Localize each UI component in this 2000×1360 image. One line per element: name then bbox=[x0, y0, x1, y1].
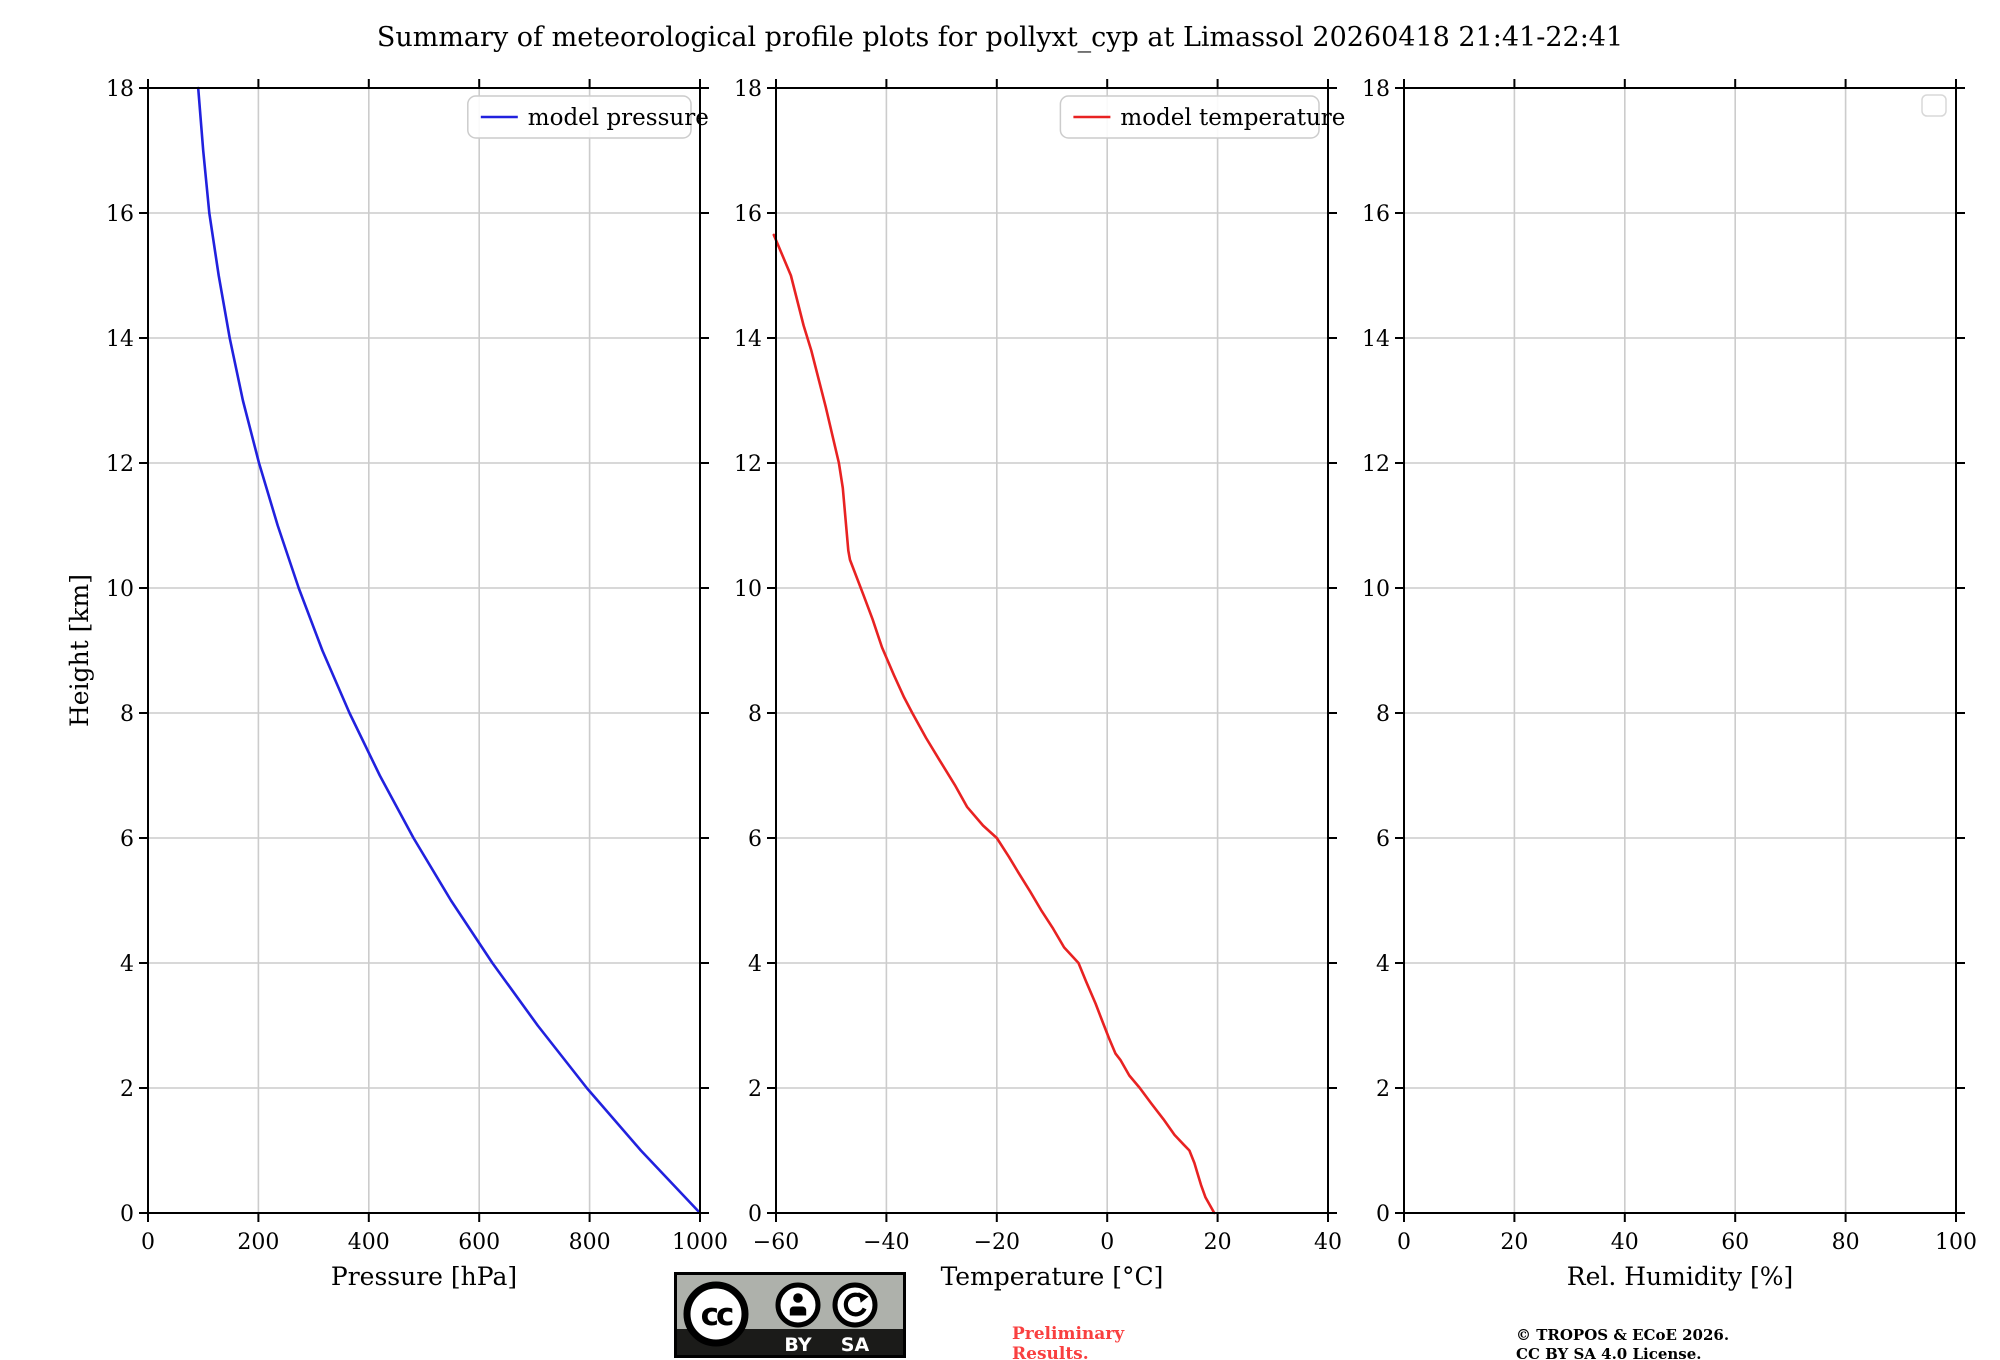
preliminary-line-2: Results. bbox=[1012, 1344, 1089, 1360]
copyright-note: © TROPOS & ECoE 2026. CC BY SA 4.0 Licen… bbox=[1516, 1326, 1729, 1360]
x-tick-label: 80 bbox=[1832, 1230, 1860, 1255]
axes-frame bbox=[147, 87, 701, 1214]
y-tick-label: 18 bbox=[106, 77, 134, 102]
y-tick-label: 0 bbox=[120, 1202, 134, 1227]
y-tick-label: 6 bbox=[748, 827, 762, 852]
cc-logo-icon bbox=[683, 1281, 749, 1347]
legend-box bbox=[467, 95, 692, 139]
legend-label: model pressure bbox=[528, 105, 709, 131]
x-tick-label: 0 bbox=[1397, 1230, 1411, 1255]
legend-box bbox=[1059, 95, 1320, 139]
y-tick-label: 10 bbox=[106, 577, 134, 602]
x-tick-label: 0 bbox=[1100, 1230, 1114, 1255]
x-tick-label: 1000 bbox=[672, 1230, 728, 1255]
x-tick-label: 0 bbox=[141, 1230, 155, 1255]
y-tick-label: 12 bbox=[106, 452, 134, 477]
x-tick-label: 20 bbox=[1500, 1230, 1528, 1255]
y-tick-label: 2 bbox=[748, 1077, 762, 1102]
x-tick-label: −40 bbox=[863, 1230, 909, 1255]
y-tick-label: 2 bbox=[120, 1077, 134, 1102]
pressure-profile-plot: 0 200 400 600 800 1000 0 2 4 6 8 10 12 14 16 18 Pressure… bbox=[65, 77, 728, 1291]
x-axis-label: Pressure [hPa] bbox=[331, 1262, 517, 1291]
y-tick-label: 16 bbox=[106, 202, 134, 227]
y-tick-label: 10 bbox=[1362, 577, 1390, 602]
x-tick-label: 800 bbox=[569, 1230, 611, 1255]
x-tick-label: 100 bbox=[1935, 1230, 1977, 1255]
sa-arrow-arc bbox=[843, 1292, 867, 1317]
legend-box-empty bbox=[1921, 94, 1947, 117]
copyright-line-1: © TROPOS & ECoE 2026. bbox=[1516, 1326, 1730, 1344]
y-tick-label: 0 bbox=[1376, 1202, 1390, 1227]
y-tick-label: 14 bbox=[1362, 327, 1390, 352]
y-tick-label: 16 bbox=[1362, 202, 1390, 227]
y-tick-label: 4 bbox=[120, 952, 134, 977]
y-tick-label: 0 bbox=[748, 1202, 762, 1227]
x-tick-label: 40 bbox=[1314, 1230, 1342, 1255]
model-temperature-curve bbox=[772, 233, 1216, 1215]
y-tick-label: 12 bbox=[734, 452, 762, 477]
y-tick-label: 8 bbox=[748, 702, 762, 727]
y-tick-label: 14 bbox=[106, 327, 134, 352]
y-tick-label: 6 bbox=[120, 827, 134, 852]
sa-arrow-head bbox=[858, 1292, 869, 1303]
x-tick-label: 200 bbox=[237, 1230, 279, 1255]
axes-frame bbox=[775, 87, 1329, 1214]
by-person-head bbox=[793, 1293, 803, 1303]
x-axis-label: Temperature [°C] bbox=[941, 1262, 1164, 1291]
sa-label: SA bbox=[841, 1334, 870, 1356]
y-tick-label: 10 bbox=[734, 577, 762, 602]
y-tick-label: 12 bbox=[1362, 452, 1390, 477]
by-person-icon bbox=[775, 1282, 821, 1328]
y-tick-label: 16 bbox=[734, 202, 762, 227]
axes-frame bbox=[1403, 87, 1957, 1214]
x-tick-label: 600 bbox=[458, 1230, 500, 1255]
x-axis-label: Rel. Humidity [%] bbox=[1567, 1262, 1794, 1291]
y-tick-label: 8 bbox=[120, 702, 134, 727]
x-tick-label: 20 bbox=[1204, 1230, 1232, 1255]
y-tick-label: 4 bbox=[1376, 952, 1390, 977]
y-tick-label: 2 bbox=[1376, 1077, 1390, 1102]
model-pressure-curve bbox=[196, 86, 702, 1215]
x-tick-label: 60 bbox=[1721, 1230, 1749, 1255]
y-axis-label: Height [km] bbox=[65, 574, 94, 727]
y-tick-label: 18 bbox=[1362, 77, 1390, 102]
y-tick-label: 6 bbox=[1376, 827, 1390, 852]
x-tick-label: 40 bbox=[1611, 1230, 1639, 1255]
figure-title: Summary of meteorological profile plots … bbox=[376, 22, 1624, 53]
copyright-line-2: CC BY SA 4.0 License. bbox=[1516, 1344, 1702, 1360]
x-tick-label: −20 bbox=[974, 1230, 1020, 1255]
y-tick-label: 8 bbox=[1376, 702, 1390, 727]
y-tick-label: 18 bbox=[734, 77, 762, 102]
cc-logo-letters: cc bbox=[701, 1297, 733, 1333]
x-tick-label: −60 bbox=[753, 1230, 799, 1255]
cc-by-sa-badge: cc BY SA bbox=[674, 1272, 906, 1358]
by-label: BY bbox=[784, 1334, 811, 1356]
x-tick-label: 400 bbox=[348, 1230, 390, 1255]
preliminary-line-1: Preliminary bbox=[1012, 1324, 1125, 1344]
legend-label: model temperature bbox=[1120, 105, 1345, 131]
by-person-body bbox=[789, 1306, 807, 1316]
y-tick-label: 14 bbox=[734, 327, 762, 352]
sa-arrow-icon bbox=[832, 1282, 878, 1328]
temperature-profile-plot: −60 −40 −20 0 20 40 0 2 4 6 8 10 12 14 16 18 Temperature… bbox=[734, 77, 1345, 1291]
preliminary-results-note: Preliminary Results. bbox=[1012, 1324, 1124, 1360]
y-tick-label: 4 bbox=[748, 952, 762, 977]
humidity-profile-plot: 0 20 40 60 80 100 0 2 4 6 8 10 12 14 16 18 Rel. Humidity… bbox=[1362, 77, 1977, 1291]
